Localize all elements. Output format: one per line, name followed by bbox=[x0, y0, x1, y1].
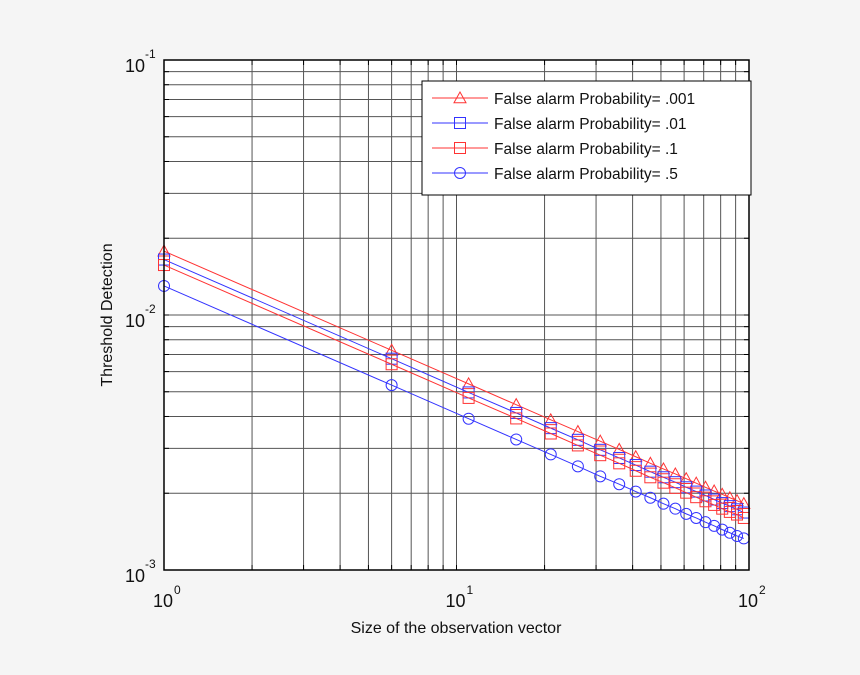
svg-text:0: 0 bbox=[174, 583, 181, 597]
svg-text:10: 10 bbox=[125, 566, 145, 586]
circle-marker bbox=[544, 448, 557, 461]
triangle-marker bbox=[612, 442, 627, 455]
square-marker bbox=[385, 358, 398, 371]
legend: False alarm Probability= .001 False alarm… bbox=[421, 80, 752, 196]
triangle-marker bbox=[736, 496, 751, 509]
circle-marker bbox=[594, 470, 607, 483]
square-marker bbox=[657, 476, 670, 489]
y-tick-label: 10-3 bbox=[125, 557, 156, 586]
svg-text:10: 10 bbox=[445, 591, 465, 611]
svg-text:10: 10 bbox=[125, 56, 145, 76]
svg-text:-3: -3 bbox=[145, 557, 156, 571]
square-marker bbox=[544, 427, 557, 440]
circle-marker bbox=[669, 502, 682, 515]
y-tick-label: 10-1 bbox=[125, 47, 156, 76]
x-tick-label: 101 bbox=[445, 583, 473, 611]
triangle-marker bbox=[461, 376, 476, 390]
triangle-marker bbox=[656, 461, 671, 475]
svg-text:1: 1 bbox=[467, 583, 474, 597]
circle-marker bbox=[644, 491, 657, 504]
circle-marker bbox=[385, 379, 398, 392]
data-series bbox=[157, 244, 751, 545]
legend-label: False alarm Probability= .001 bbox=[494, 91, 695, 108]
square-marker bbox=[680, 486, 693, 499]
circle-marker bbox=[731, 529, 744, 542]
svg-text:10: 10 bbox=[125, 311, 145, 331]
square-marker bbox=[731, 508, 744, 521]
y-axis-label: Threshold Detection bbox=[99, 243, 116, 386]
triangle-marker bbox=[453, 90, 467, 104]
circle-marker bbox=[657, 497, 670, 510]
square-marker bbox=[462, 391, 475, 404]
square-marker bbox=[708, 498, 721, 511]
legend-label: False alarm Probability= .1 bbox=[494, 141, 678, 158]
circle-marker bbox=[510, 433, 523, 446]
legend-item: False alarm Probability= .001 bbox=[432, 90, 695, 108]
circle-marker bbox=[462, 412, 475, 425]
svg-text:-1: -1 bbox=[145, 47, 156, 61]
svg-text:10: 10 bbox=[738, 591, 758, 611]
square-marker bbox=[690, 491, 703, 504]
series-4 bbox=[158, 279, 750, 545]
legend-item: False alarm Probability= .1 bbox=[432, 141, 678, 158]
axis-ticks bbox=[163, 60, 749, 571]
circle-marker bbox=[613, 478, 626, 491]
circle-marker bbox=[571, 460, 584, 473]
svg-text:2: 2 bbox=[759, 583, 766, 597]
circle-marker bbox=[629, 485, 642, 498]
x-tick-label: 100 bbox=[153, 583, 181, 611]
x-tick-label: 102 bbox=[738, 583, 766, 611]
triangle-marker bbox=[593, 434, 608, 447]
svg-text:-2: -2 bbox=[145, 302, 156, 316]
square-marker bbox=[629, 464, 642, 477]
square-marker bbox=[571, 439, 584, 452]
triangle-marker bbox=[730, 493, 744, 506]
circle-marker bbox=[454, 167, 466, 179]
triangle-marker bbox=[543, 412, 558, 426]
legend-item: False alarm Probability= .5 bbox=[432, 166, 678, 183]
triangle-marker bbox=[668, 466, 683, 480]
square-marker bbox=[613, 457, 626, 470]
triangle-marker bbox=[679, 471, 694, 485]
series-line bbox=[163, 285, 744, 539]
y-tick-label: 10-2 bbox=[125, 302, 156, 331]
triangle-marker bbox=[571, 424, 585, 437]
circle-marker bbox=[699, 516, 712, 529]
triangle-marker bbox=[384, 343, 399, 356]
square-marker bbox=[594, 449, 607, 462]
legend-label: False alarm Probability= .01 bbox=[494, 116, 687, 133]
circle-marker bbox=[723, 526, 736, 539]
square-marker bbox=[723, 505, 736, 518]
square-marker bbox=[510, 412, 523, 425]
circle-marker bbox=[680, 507, 693, 520]
square-marker bbox=[716, 502, 729, 515]
circle-marker bbox=[708, 519, 721, 532]
square-marker bbox=[699, 495, 712, 508]
triangle-marker bbox=[698, 480, 713, 493]
legend-item: False alarm Probability= .01 bbox=[432, 116, 687, 133]
square-marker bbox=[454, 142, 466, 154]
triangle-marker bbox=[509, 397, 524, 410]
square-marker bbox=[454, 117, 466, 129]
square-marker bbox=[644, 471, 657, 484]
triangle-marker bbox=[628, 449, 643, 463]
svg-text:10: 10 bbox=[153, 591, 173, 611]
x-axis-label: Size of the observation vector bbox=[351, 620, 562, 637]
circle-marker bbox=[716, 523, 729, 536]
legend-box bbox=[421, 80, 752, 196]
triangle-marker bbox=[643, 456, 658, 469]
triangle-marker bbox=[689, 476, 704, 489]
legend-label: False alarm Probability= .5 bbox=[494, 166, 678, 183]
